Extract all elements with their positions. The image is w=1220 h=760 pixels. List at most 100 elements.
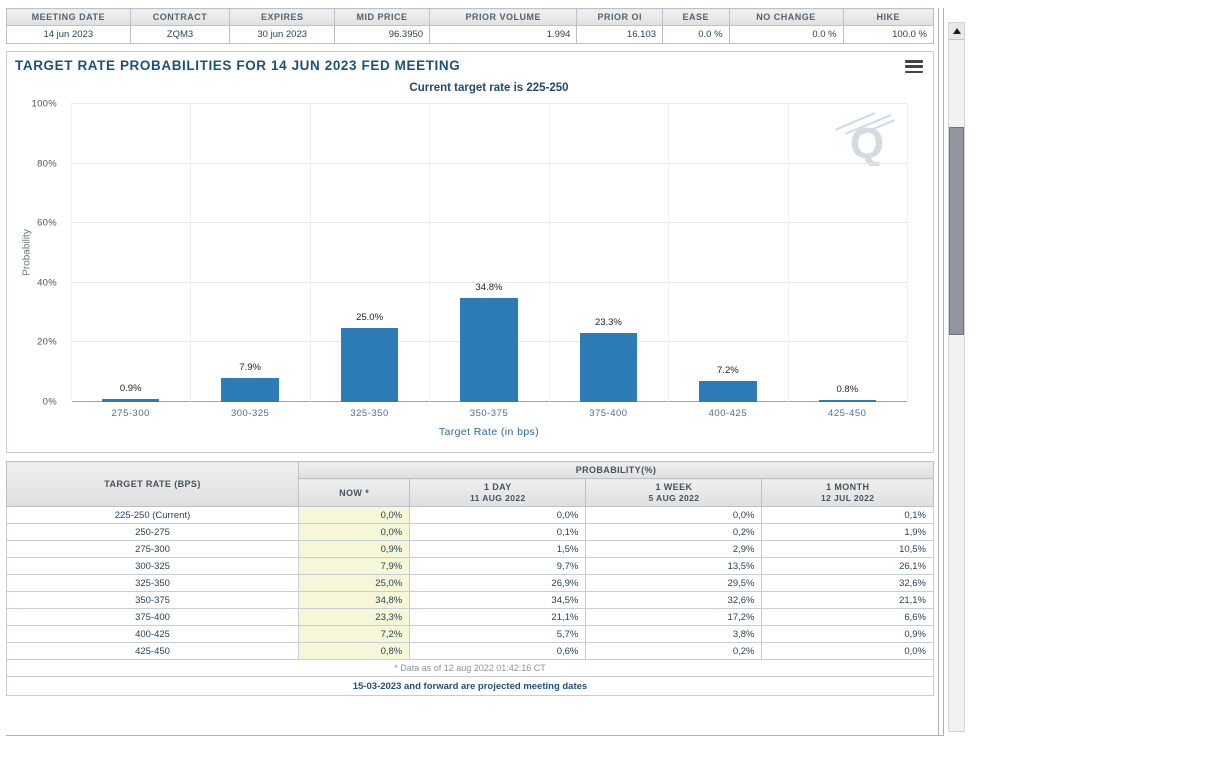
now-cell: 7,9% (297, 557, 411, 575)
bar-value-label: 0.9% (119, 383, 142, 395)
quikstrike-watermark-icon: Q (831, 110, 897, 171)
arrow-up-icon (952, 28, 961, 34)
now-cell: 34,8% (297, 591, 411, 609)
month-cell: 0,0% (761, 642, 934, 660)
quote-strip-table: MEETING DATE CONTRACT EXPIRES MID PRICE PRIO… (6, 8, 935, 44)
prob-column-header: NOW * (297, 478, 411, 507)
month-cell: 21,1% (761, 591, 934, 609)
quote-value-cell: 0.0 % (728, 25, 844, 44)
svg-text:Q: Q (850, 119, 884, 166)
rate-cell: 225-250 (Current) (6, 506, 299, 524)
quote-value-cell: 16.103 (576, 25, 663, 44)
table-row: 300-325 7,9% 9,7% 13,5% 26,1% (6, 557, 934, 575)
table-row: 325-350 25,0% 26,9% 29,5% 32,6% (6, 574, 934, 592)
prob-subheader-row: NOW * 1 DAY 11 AUG 2022 1 WEEK 5 AUG 2022 1 M… (7, 478, 934, 507)
quote-value-cell: 100.0 % (842, 25, 935, 44)
day-cell: 26,9% (409, 574, 587, 592)
x-tick-label: 325-350 (350, 408, 389, 419)
day-cell: 34,5% (409, 591, 587, 609)
probability-table: TARGET RATE (BPS) PROBABILITY(%) NOW * 1 … (6, 461, 934, 696)
x-axis-labels: 275-300 300-325 325-350 350-375 375-400 400-4… (71, 408, 907, 419)
frame-divider-line-1 (938, 8, 939, 736)
gridline-horizontal (71, 103, 907, 104)
prob-column-header: 1 WEEK 5 AUG 2022 (585, 478, 763, 507)
x-tick-label: 300-325 (230, 408, 270, 419)
y-tick-label: 60% (37, 217, 57, 229)
now-cell: 23,3% (297, 608, 411, 626)
day-cell: 9,7% (409, 557, 587, 575)
week-cell: 13,5% (585, 557, 763, 575)
bar-425-450[interactable] (818, 399, 876, 402)
rate-cell: 375-400 (6, 608, 299, 626)
gridline-horizontal (71, 281, 907, 283)
rate-cell: 400-425 (6, 625, 299, 643)
table-row: 225-250 (Current) 0,0% 0,0% 0,0% 0,1% (6, 506, 934, 524)
vertical-scrollbar[interactable] (948, 22, 965, 732)
week-cell: 0,2% (585, 523, 763, 541)
table-row: 275-300 0,9% 1,5% 2,9% 10,5% (6, 540, 934, 558)
chart-panel: TARGET RATE PROBABILITIES FOR 14 JUN 202… (6, 51, 934, 453)
bar-350-375[interactable] (460, 298, 518, 402)
page-title: TARGET RATE PROBABILITIES FOR 14 JUN 202… (15, 58, 461, 73)
day-cell: 1,5% (409, 540, 587, 558)
table-row: 350-375 34,8% 34,5% 32,6% 21,1% (6, 591, 934, 609)
quote-header-cell: HIKE (842, 8, 935, 26)
day-cell: 0,0% (409, 506, 587, 524)
quote-header-cell: CONTRACT (129, 8, 231, 26)
quote-value-cell: ZQM3 (129, 25, 231, 44)
month-cell: 10,5% (761, 540, 934, 558)
table-row: 425-450 0,8% 0,6% 0,2% 0,0% (6, 642, 934, 660)
bar-375-400[interactable] (579, 332, 638, 402)
quote-header-cell: MEETING DATE (6, 8, 131, 26)
month-cell: 26,1% (761, 557, 934, 575)
x-tick-label: 275-300 (111, 408, 150, 419)
y-tick-label: 100% (31, 98, 57, 110)
day-cell: 21,1% (409, 608, 587, 626)
prob-table-body: 225-250 (Current) 0,0% 0,0% 0,0% 0,1% 250-275… (6, 506, 934, 660)
chart-plot-area: Q 0.9% 7.9% 25.0% 34.8% 23.3% 7.2% 0.8% (71, 103, 908, 402)
bar-value-label: 0.8% (836, 383, 859, 395)
bar-300-325[interactable] (221, 378, 279, 402)
quote-value-cell: 96.3950 (333, 25, 431, 44)
week-cell: 32,6% (585, 591, 763, 609)
bar-value-label: 25.0% (356, 311, 384, 323)
table-row: 250-275 0,0% 0,1% 0,2% 1,9% (6, 523, 934, 541)
y-axis-labels: 0% 20% 40% 60% 80% 100% (7, 99, 63, 408)
quote-header-cell: NO CHANGE (728, 8, 844, 26)
gridline-horizontal (71, 162, 907, 164)
bar-value-label: 23.3% (594, 316, 622, 328)
bar-275-300[interactable] (102, 399, 160, 402)
gridline-horizontal (71, 222, 907, 224)
month-cell: 32,6% (761, 574, 934, 592)
bar-400-425[interactable] (699, 380, 757, 402)
hamburger-menu-icon[interactable] (905, 60, 923, 73)
month-cell: 1,9% (761, 523, 934, 541)
bar-325-350[interactable] (340, 327, 399, 402)
footnote-projected: 15-03-2023 and forward are projected mee… (6, 676, 934, 696)
prob-header-row-1: TARGET RATE (BPS) PROBABILITY(%) (6, 461, 934, 507)
month-cell: 0,9% (761, 625, 934, 643)
week-cell: 0,0% (585, 506, 763, 524)
frame-divider-line-2 (943, 8, 944, 736)
y-tick-label: 0% (42, 396, 57, 408)
quote-value-row: 14 jun 2023 ZQM3 30 jun 2023 96.3950 1.994 16… (6, 25, 935, 44)
now-cell: 7,2% (297, 625, 411, 643)
scroll-up-button[interactable] (949, 23, 964, 40)
week-cell: 2,9% (585, 540, 763, 558)
target-rate-header: TARGET RATE (BPS) (6, 461, 299, 507)
gridline-vertical (548, 104, 550, 402)
table-row: 400-425 7,2% 5,7% 3,8% 0,9% (6, 625, 934, 643)
gridline-vertical (907, 104, 908, 402)
day-cell: 0,6% (409, 642, 587, 660)
bar-value-label: 7.9% (239, 362, 261, 374)
rate-cell: 275-300 (6, 540, 299, 558)
now-cell: 25,0% (297, 574, 411, 592)
quote-value-cell: 1.994 (429, 25, 578, 44)
gridline-vertical (71, 104, 72, 402)
gridline-vertical (668, 104, 670, 402)
rate-cell: 250-275 (6, 523, 299, 541)
y-tick-label: 20% (37, 336, 57, 348)
chart-subtitle: Current target rate is 225-250 (409, 82, 569, 94)
week-cell: 0,2% (585, 642, 763, 660)
scrollbar-thumb[interactable] (949, 127, 964, 335)
